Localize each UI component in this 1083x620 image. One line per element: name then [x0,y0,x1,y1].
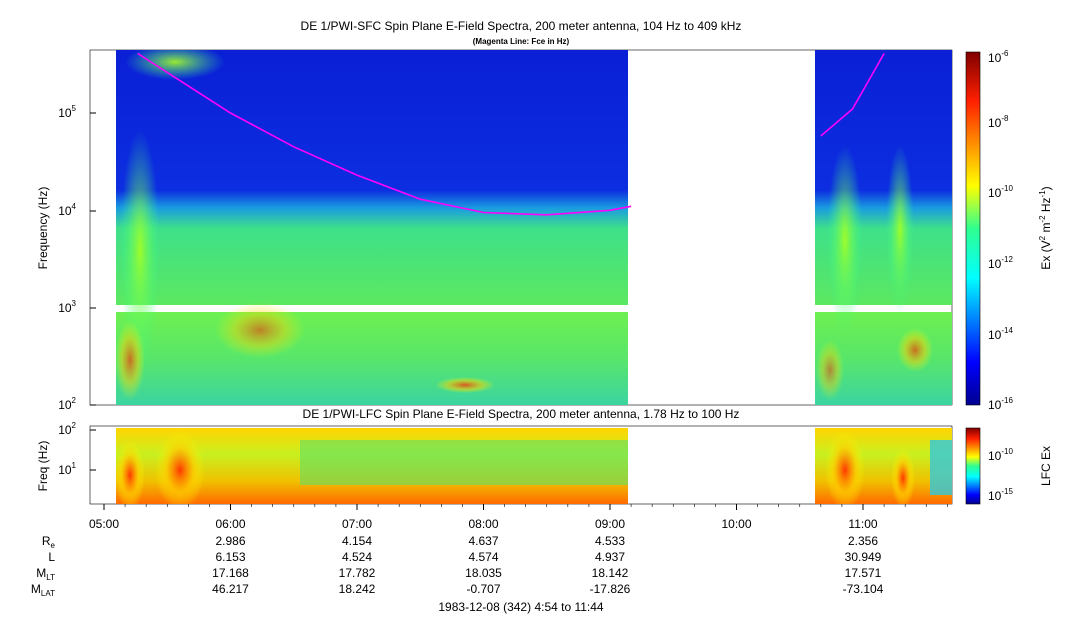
ephemeris-value: 2.356 [848,534,878,548]
ephemeris-value: 4.637 [468,534,498,548]
ephemeris-table: Re L MLT MLAT 2.986 4.154 4.637 4.533 2.356 6… [31,534,884,598]
sfc-emission-burst [886,145,914,315]
lfc-colorbar [965,427,981,505]
ephemeris-value: 18.035 [465,566,502,580]
ephemeris-value: 18.242 [339,582,376,596]
lfc-quiet-band [930,440,952,495]
ephemeris-value: 6.153 [215,550,245,564]
ephemeris-value: 4.533 [595,534,625,548]
sfc-spectrum-segment-1 [116,50,628,305]
sfc-emission-burst [115,320,145,400]
sfc-emission-burst [827,145,863,335]
ephemeris-value: 17.168 [212,566,249,580]
lfc-ylabel: Freq (Hz) [36,441,50,492]
ephemeris-value: -73.104 [843,582,884,596]
sfc-title: DE 1/PWI-SFC Spin Plane E-Field Spectra,… [301,19,742,33]
colorbar-tick: 10-16 [988,396,1013,412]
colorbar-tick: 10-8 [988,114,1009,130]
ephemeris-value: 4.154 [342,534,372,548]
colorbar-tick: 10-12 [988,255,1013,271]
ephemeris-value: -17.826 [590,582,631,596]
ephemeris-label: MLAT [31,582,55,598]
sfc-emission-burst [215,302,305,358]
lfc-emission-burst [155,430,205,504]
ephemeris-value: 4.937 [595,550,625,564]
x-axis: 05:00 06:00 07:00 08:00 09:00 10:00 11:00 [89,504,948,531]
sfc-ytick: 103 [58,299,76,315]
sfc-emission-burst [125,50,225,80]
time-range-caption: 1983-12-08 (342) 4:54 to 11:44 [438,600,604,614]
ephemeris-label: MLT [36,566,55,582]
ephemeris-label: L [48,550,55,564]
sfc-lowband-segment-1 [116,312,628,405]
ephemeris-value: 4.574 [468,550,498,564]
lfc-ytick: 102 [58,421,76,437]
x-tick-label: 11:00 [848,517,877,531]
lfc-colorbar-label: LFC Ex [1039,446,1053,486]
ephemeris-value: 2.986 [215,534,245,548]
x-tick-label: 09:00 [595,517,625,531]
sfc-subtitle: (Magenta Line: Fce in Hz) [473,37,570,46]
colorbar-tick: 10-6 [988,49,1009,65]
lfc-quiet-band [300,440,628,485]
ephemeris-value: 46.217 [212,582,249,596]
ephemeris-value: 4.524 [342,550,372,564]
sfc-colorbar: 10-6 10-8 10-10 10-12 10-14 10-16 Ex (V2… [965,49,1053,412]
colorbar-label: Ex (V2 m-2 Hz-1) [1038,186,1053,269]
lfc-title: DE 1/PWI-LFC Spin Plane E-Field Spectra,… [303,407,740,421]
colorbar-tick: 10-10 [988,184,1013,200]
ephemeris-value: 30.949 [845,550,882,564]
sfc-emission-burst [435,377,495,393]
sfc-y-axis: 102 103 104 105 Frequency (Hz) [36,104,96,412]
x-tick-label: 06:00 [215,517,245,531]
x-tick-label: 08:00 [468,517,498,531]
x-tick-label: 05:00 [89,517,119,531]
colorbar-tick: 10-14 [988,326,1013,342]
lfc-ytick: 101 [58,461,76,477]
sfc-ytick: 102 [58,396,76,412]
sfc-ytick: 104 [58,202,76,218]
sfc-ytick: 105 [58,104,76,120]
sfc-emission-burst [816,340,844,400]
sfc-emission-burst [120,130,160,370]
colorbar-tick: 10-10 [988,447,1013,463]
lfc-emission-burst [825,430,865,504]
x-tick-label: 10:00 [721,517,751,531]
sfc-panel: 102 103 104 105 Frequency (Hz) 10-6 10-8… [36,49,1053,412]
ephemeris-value: 17.782 [339,566,376,580]
ephemeris-value: 18.142 [592,566,629,580]
colorbar-tick: 10-15 [988,487,1013,503]
lfc-panel: 101 102 Freq (Hz) 10-10 10-15 LFC Ex [36,421,1053,505]
lfc-emission-burst [891,448,915,504]
ephemeris-value: -0.707 [466,582,500,596]
lfc-emission-burst [115,440,145,504]
sfc-ylabel: Frequency (Hz) [36,187,50,270]
ephemeris-label: Re [42,534,56,550]
fce-line [137,52,632,216]
x-tick-label: 07:00 [342,517,372,531]
fce-line [820,53,885,137]
ephemeris-value: 17.571 [845,566,882,580]
sfc-emission-burst [897,328,933,372]
